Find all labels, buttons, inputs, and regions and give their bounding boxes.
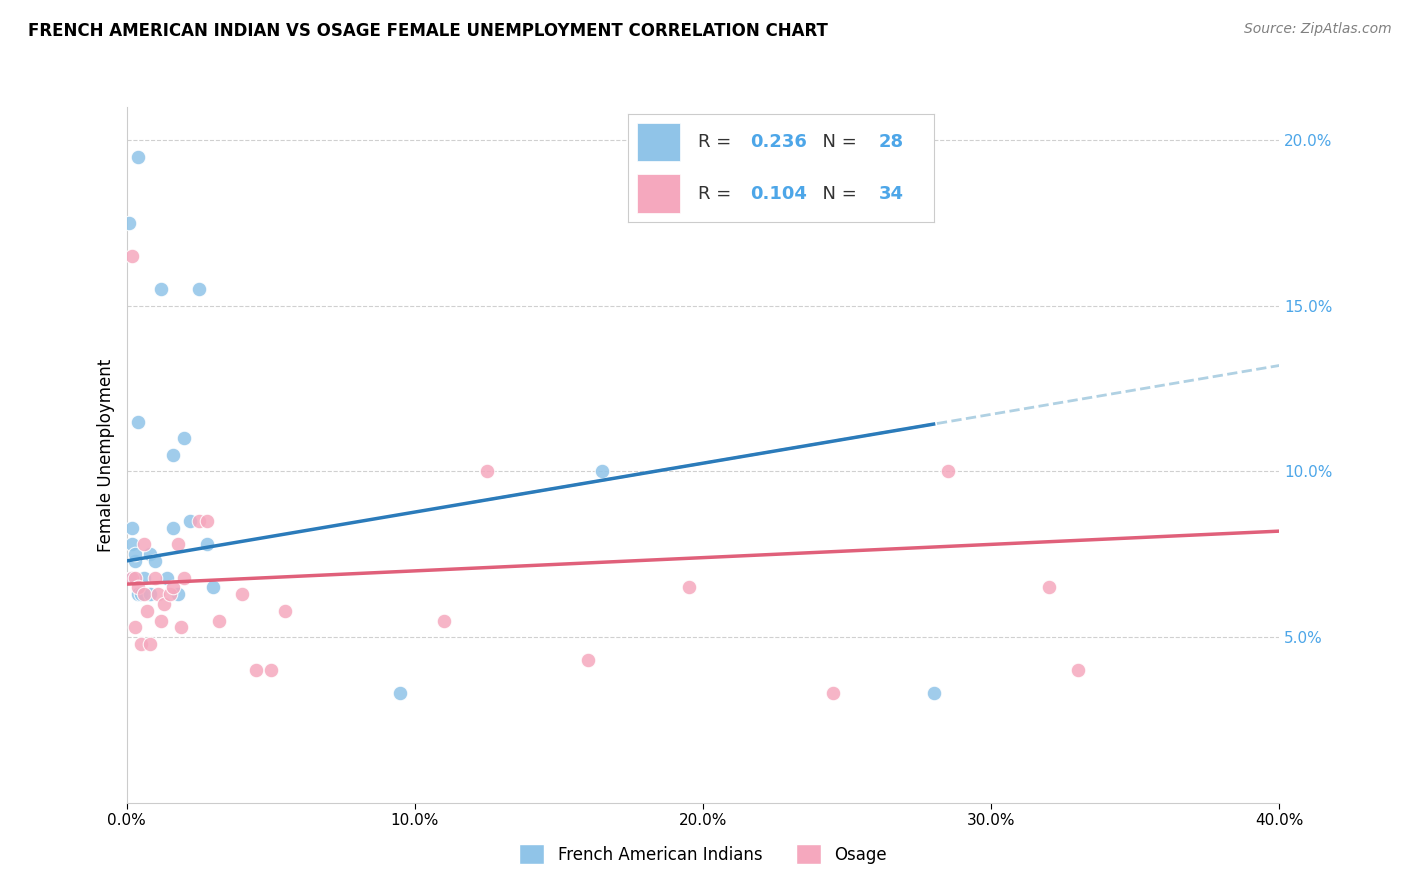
FancyBboxPatch shape — [637, 122, 681, 161]
Point — [121, 249, 143, 263]
Point — [433, 614, 456, 628]
Point — [121, 521, 143, 535]
Point — [231, 587, 253, 601]
Point — [159, 587, 181, 601]
Text: Source: ZipAtlas.com: Source: ZipAtlas.com — [1244, 22, 1392, 37]
Point — [124, 547, 146, 561]
Text: FRENCH AMERICAN INDIAN VS OSAGE FEMALE UNEMPLOYMENT CORRELATION CHART: FRENCH AMERICAN INDIAN VS OSAGE FEMALE U… — [28, 22, 828, 40]
Point — [132, 537, 155, 551]
Point — [145, 554, 166, 568]
Point — [127, 587, 149, 601]
Point — [389, 686, 412, 700]
Point — [173, 431, 195, 445]
Point — [167, 587, 190, 601]
Point — [678, 581, 700, 595]
Point — [138, 587, 160, 601]
Point — [259, 663, 281, 677]
Point — [124, 620, 146, 634]
Text: N =: N = — [811, 133, 863, 151]
Point — [153, 597, 176, 611]
Point — [195, 537, 218, 551]
Point — [170, 620, 193, 634]
Text: 28: 28 — [879, 133, 904, 151]
Text: R =: R = — [699, 133, 737, 151]
Text: 0.104: 0.104 — [751, 185, 807, 202]
Point — [121, 570, 143, 584]
Point — [129, 637, 152, 651]
Text: 0.236: 0.236 — [751, 133, 807, 151]
Point — [124, 554, 146, 568]
Point — [129, 587, 152, 601]
Text: 34: 34 — [879, 185, 904, 202]
Point — [208, 614, 231, 628]
Point — [187, 282, 209, 296]
FancyBboxPatch shape — [637, 175, 681, 213]
Point — [127, 581, 149, 595]
Point — [162, 581, 184, 595]
Point — [475, 465, 498, 479]
Point — [591, 465, 613, 479]
Point — [150, 282, 173, 296]
Point — [179, 514, 201, 528]
Point — [138, 637, 160, 651]
Point — [138, 547, 160, 561]
Text: N =: N = — [811, 185, 863, 202]
Y-axis label: Female Unemployment: Female Unemployment — [97, 359, 115, 551]
Point — [162, 521, 184, 535]
Point — [118, 216, 141, 230]
Point — [121, 570, 143, 584]
Point — [132, 587, 155, 601]
Point — [173, 570, 195, 584]
Point — [145, 570, 166, 584]
Text: R =: R = — [699, 185, 737, 202]
Point — [195, 514, 218, 528]
Point — [162, 448, 184, 462]
Point — [1067, 663, 1090, 677]
Point — [127, 415, 149, 429]
Point — [936, 465, 959, 479]
Point — [124, 570, 146, 584]
Legend: French American Indians, Osage: French American Indians, Osage — [513, 838, 893, 871]
Point — [167, 537, 190, 551]
Point — [156, 570, 179, 584]
Point — [576, 653, 599, 667]
Point — [202, 581, 225, 595]
Point — [821, 686, 844, 700]
Point — [121, 537, 143, 551]
Point — [1038, 581, 1060, 595]
Point — [187, 514, 209, 528]
Point — [922, 686, 945, 700]
Point — [121, 570, 143, 584]
Point — [127, 150, 149, 164]
Point — [245, 663, 267, 677]
Point — [274, 604, 297, 618]
Point — [132, 570, 155, 584]
Point — [148, 587, 170, 601]
Point — [135, 604, 157, 618]
Point — [150, 614, 173, 628]
